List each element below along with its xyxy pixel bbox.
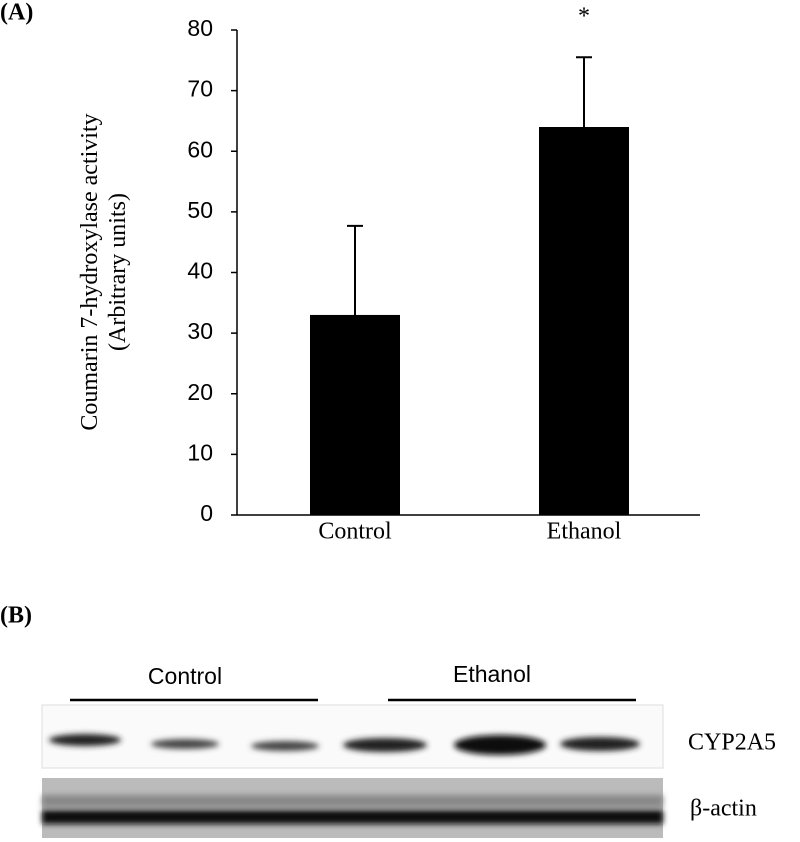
y-tick-label: 60: [187, 136, 213, 162]
x-tick-label: Control: [318, 519, 392, 545]
blot-frame: [42, 778, 663, 838]
blot-cyp2a5: [41, 704, 664, 769]
y-tick-label: 0: [200, 500, 213, 526]
band: [49, 734, 121, 746]
error-bar: [347, 224, 363, 315]
y-tick-label: 20: [187, 379, 213, 405]
panel-label: (B): [0, 603, 32, 629]
band: [251, 741, 319, 751]
y-tick-label: 10: [187, 439, 213, 465]
x-tick-label: Ethanol: [547, 519, 622, 545]
error-bar: [576, 56, 592, 127]
y-axis-label: Coumarin 7-hydroxylase activity(Arbitrar…: [77, 113, 131, 430]
y-tick-label: 70: [187, 76, 213, 102]
band: [343, 738, 427, 752]
plot: 0 10 20 30 40 50 60 70 80 Coumarin 7-hydroxylase …: [77, 4, 700, 545]
row-label: CYP2A5: [688, 730, 776, 756]
significance-mark: *: [578, 4, 590, 30]
y-axis-label-line: Coumarin 7-hydroxylase activity: [77, 113, 103, 430]
band: [454, 735, 546, 755]
row-label: β-actin: [690, 796, 757, 822]
blot-actin: [42, 778, 663, 838]
band: [42, 810, 663, 824]
panel-label: (A): [0, 0, 33, 26]
blot-frame: [41, 704, 664, 769]
bar: [310, 314, 400, 515]
band: [42, 795, 663, 807]
group-label: Ethanol: [453, 661, 531, 687]
y-tick-label: 40: [187, 258, 213, 284]
y-tick-label: 30: [187, 318, 213, 344]
y-tick-label: 80: [187, 15, 213, 41]
band: [151, 739, 219, 749]
band: [560, 737, 640, 751]
bar: [539, 127, 629, 515]
y-tick-label: 50: [187, 197, 213, 223]
y-axis-label-line: (Arbitrary units): [105, 193, 131, 351]
group-label: Control: [148, 663, 222, 689]
